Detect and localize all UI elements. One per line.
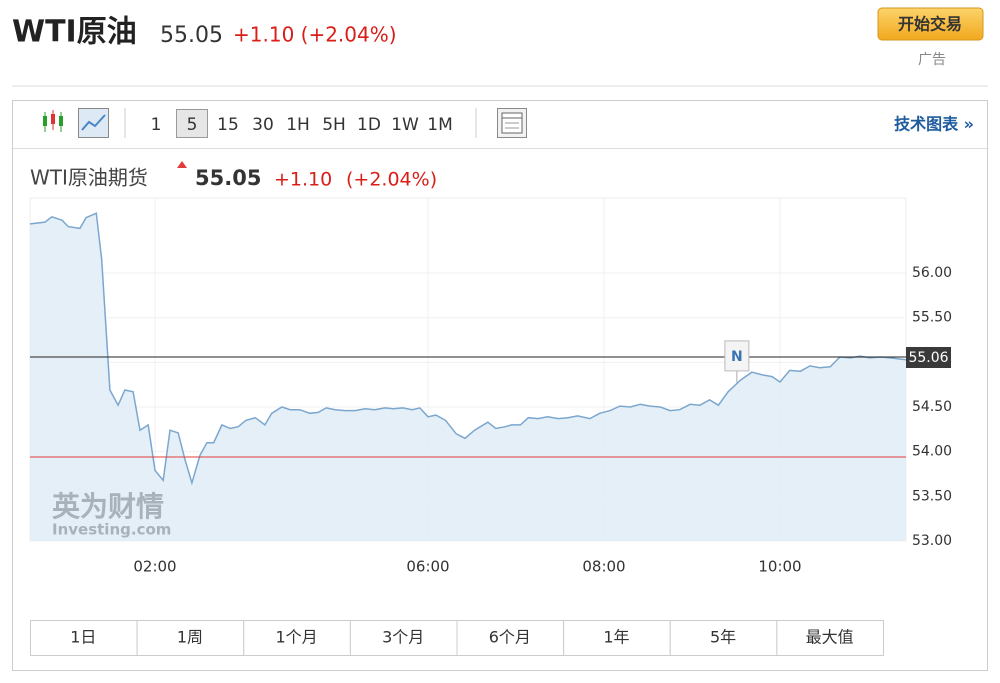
range-button[interactable] bbox=[349, 620, 458, 656]
range-button-label[interactable]: 1年 bbox=[603, 628, 629, 647]
range-button-label[interactable]: 3个月 bbox=[382, 628, 424, 647]
chart-change-pct: (+2.04%) bbox=[346, 169, 437, 191]
line-chart-icon[interactable] bbox=[78, 108, 109, 138]
last-price-box bbox=[906, 346, 951, 368]
price-change: +1.10 (+2.04%) bbox=[233, 23, 397, 47]
x-tick-label: 02:00 bbox=[133, 558, 176, 576]
interval-button[interactable]: 5 bbox=[187, 115, 198, 135]
x-tick-label: 08:00 bbox=[582, 558, 625, 576]
range-button[interactable] bbox=[30, 620, 138, 656]
area-fill bbox=[30, 213, 906, 541]
range-button-label[interactable]: 5年 bbox=[710, 628, 736, 647]
range-button[interactable] bbox=[136, 620, 245, 656]
y-tick-label: 56.00 bbox=[912, 265, 952, 281]
range-button-label[interactable]: 6个月 bbox=[489, 628, 531, 647]
x-tick-label: 06:00 bbox=[406, 558, 449, 576]
range-button[interactable] bbox=[669, 620, 778, 656]
interval-button[interactable]: 1 bbox=[151, 115, 162, 135]
page-title: WTI原油 bbox=[12, 15, 137, 50]
interval-button[interactable]: 1W bbox=[391, 115, 419, 135]
range-button-label[interactable]: 1周 bbox=[177, 628, 203, 647]
y-tick-label: 53.00 bbox=[912, 533, 952, 549]
range-button[interactable] bbox=[456, 620, 565, 656]
price-line bbox=[29, 212, 907, 486]
chart-price: 55.05 bbox=[195, 166, 261, 190]
range-button-label[interactable]: 1个月 bbox=[275, 628, 317, 647]
interval-button[interactable]: 1H bbox=[286, 115, 310, 135]
trade-button[interactable] bbox=[877, 7, 984, 41]
chart-change: +1.10 bbox=[274, 169, 332, 191]
interval-selected[interactable] bbox=[176, 109, 208, 138]
watermark: Investing.com bbox=[52, 521, 171, 539]
candlestick-icon[interactable] bbox=[43, 110, 63, 132]
y-tick-label: 54.00 bbox=[912, 444, 952, 460]
table-icon[interactable] bbox=[497, 108, 527, 138]
interval-button[interactable]: 15 bbox=[217, 115, 239, 135]
chart-title: WTI原油期货 bbox=[30, 166, 148, 190]
range-button-label[interactable]: 1日 bbox=[70, 628, 96, 647]
annotation-flag[interactable] bbox=[724, 340, 750, 372]
up-arrow bbox=[177, 161, 187, 168]
interval-button[interactable]: 1D bbox=[357, 115, 381, 135]
ad-label: 广告 bbox=[918, 52, 946, 68]
range-button[interactable] bbox=[243, 620, 351, 656]
tech-chart-link[interactable]: 技术图表 » bbox=[894, 115, 974, 134]
range-button[interactable] bbox=[776, 620, 884, 656]
last-price-label: 55.06 bbox=[908, 350, 948, 366]
range-button[interactable] bbox=[563, 620, 671, 656]
annotation-text: N bbox=[731, 349, 743, 365]
x-tick-label: 10:00 bbox=[758, 558, 801, 576]
y-tick-label: 55.50 bbox=[912, 310, 952, 326]
interval-button[interactable]: 5H bbox=[322, 115, 346, 135]
y-tick-label: 54.50 bbox=[912, 399, 952, 415]
trade-button-label[interactable]: 开始交易 bbox=[898, 15, 962, 34]
range-button-label[interactable]: 最大值 bbox=[806, 628, 854, 647]
interval-button[interactable]: 1M bbox=[427, 115, 452, 135]
interval-button[interactable]: 30 bbox=[252, 115, 274, 135]
y-tick-label: 53.50 bbox=[912, 488, 952, 504]
price: 55.05 bbox=[160, 23, 223, 48]
watermark: 英为财情 bbox=[52, 490, 164, 523]
chart-layer: 53.0053.5054.0054.5055.0055.5056.0002:00… bbox=[29, 197, 952, 576]
